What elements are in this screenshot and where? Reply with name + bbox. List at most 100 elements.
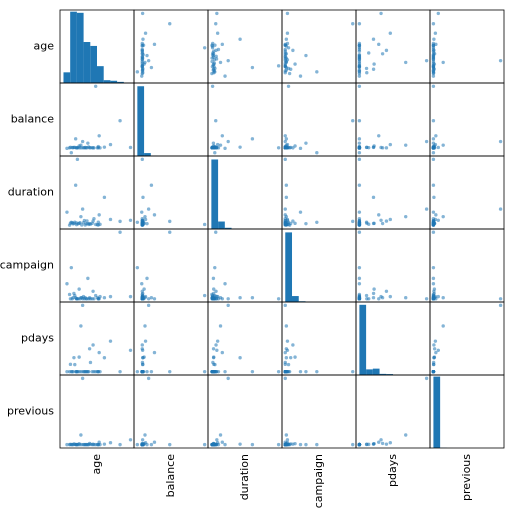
histogram-bar [211, 159, 219, 229]
scatter-point [140, 369, 145, 374]
scatter-point [141, 67, 145, 71]
scatter-point [75, 146, 80, 150]
scatter-point [289, 355, 293, 360]
panel [135, 376, 207, 447]
scatter-point [168, 230, 172, 234]
scatter-point [357, 183, 362, 187]
scatter-point [108, 339, 113, 343]
scatter-point [108, 142, 113, 147]
scatter-point [291, 48, 295, 53]
panel [357, 84, 429, 155]
scatter-point [73, 362, 77, 367]
scatter-point [377, 42, 381, 47]
scatter-point [380, 52, 385, 56]
scatter-point [88, 145, 93, 150]
scatter-point [357, 22, 362, 26]
scatter-point [145, 53, 149, 58]
scatter-point [102, 195, 107, 200]
scatter-point [285, 339, 290, 343]
scatter-point [79, 214, 83, 219]
scatter-point [215, 31, 220, 35]
scatter-point [86, 141, 90, 145]
scatter-point [284, 37, 289, 41]
scatter-point [80, 139, 85, 144]
scatter-point [315, 150, 319, 155]
scatter-point [226, 58, 230, 63]
panel [210, 230, 281, 301]
scatter-point [140, 157, 145, 162]
scatter-point [211, 51, 215, 55]
scatter-point [211, 276, 216, 281]
scatter-point [238, 356, 242, 360]
scatter-point [436, 218, 441, 222]
scatter-point [211, 141, 216, 145]
scatter-point [215, 145, 219, 150]
scatter-point [98, 146, 102, 150]
scatter-point [367, 297, 371, 301]
scatter-point [357, 276, 362, 281]
scatter-point [140, 11, 145, 16]
panel-frame [429, 82, 505, 157]
scatter-point [285, 31, 290, 35]
scatter-point [97, 350, 101, 355]
histogram-bar [76, 12, 84, 83]
row-label: pdays [21, 332, 54, 345]
scatter-point [152, 42, 157, 47]
scatter-point [384, 219, 389, 223]
scatter-point [210, 293, 215, 298]
scatter-point [285, 348, 290, 352]
scatter-point [431, 145, 436, 150]
scatter-point [220, 42, 225, 47]
histogram-bar [218, 221, 225, 229]
scatter-point [441, 60, 445, 65]
scatter-point [73, 442, 78, 447]
scatter-point [404, 296, 408, 300]
scatter-point [68, 145, 73, 150]
scatter-point [72, 355, 76, 360]
scatter-point [214, 289, 218, 293]
scatter-point [140, 74, 144, 78]
scatter-point [283, 360, 287, 365]
scatter-point [93, 84, 98, 88]
panel [283, 11, 355, 78]
scatter-point [379, 145, 383, 150]
scatter-point [441, 324, 445, 328]
scatter-point [93, 369, 98, 374]
scatter-point [431, 51, 436, 55]
scatter-point [250, 65, 255, 70]
scatter-point [102, 356, 107, 360]
scatter-point [168, 369, 172, 374]
panel [137, 86, 205, 156]
column-label: age [90, 454, 103, 475]
scatter-point [283, 139, 287, 144]
scatter-point [218, 324, 223, 328]
scatter-point [434, 213, 438, 217]
scatter-point [283, 207, 287, 211]
scatter-point [220, 350, 225, 355]
scatter-point [223, 146, 227, 151]
scatter-point [293, 355, 297, 359]
scatter-point [283, 222, 287, 226]
scatter-point [215, 294, 219, 299]
scatter-point [284, 183, 289, 187]
scatter-point [432, 343, 436, 347]
panel-frame [281, 82, 357, 157]
scatter-point [298, 369, 303, 374]
scatter-point [250, 296, 255, 300]
panel [431, 157, 503, 227]
scatter-point [88, 297, 93, 301]
scatter-point [357, 220, 362, 225]
histogram-bar [285, 232, 293, 302]
scatter-point [286, 362, 291, 367]
scatter-point [80, 369, 84, 374]
scatter-point [304, 53, 308, 58]
histogram-bar [103, 80, 111, 83]
scatter-point [315, 70, 319, 74]
scatter-point [357, 84, 362, 88]
scatter-point [91, 442, 95, 446]
scatter-point [143, 217, 148, 222]
scatter-point [388, 440, 393, 445]
scatter-point [357, 210, 362, 214]
scatter-point [95, 146, 100, 150]
scatter-point [283, 157, 287, 162]
